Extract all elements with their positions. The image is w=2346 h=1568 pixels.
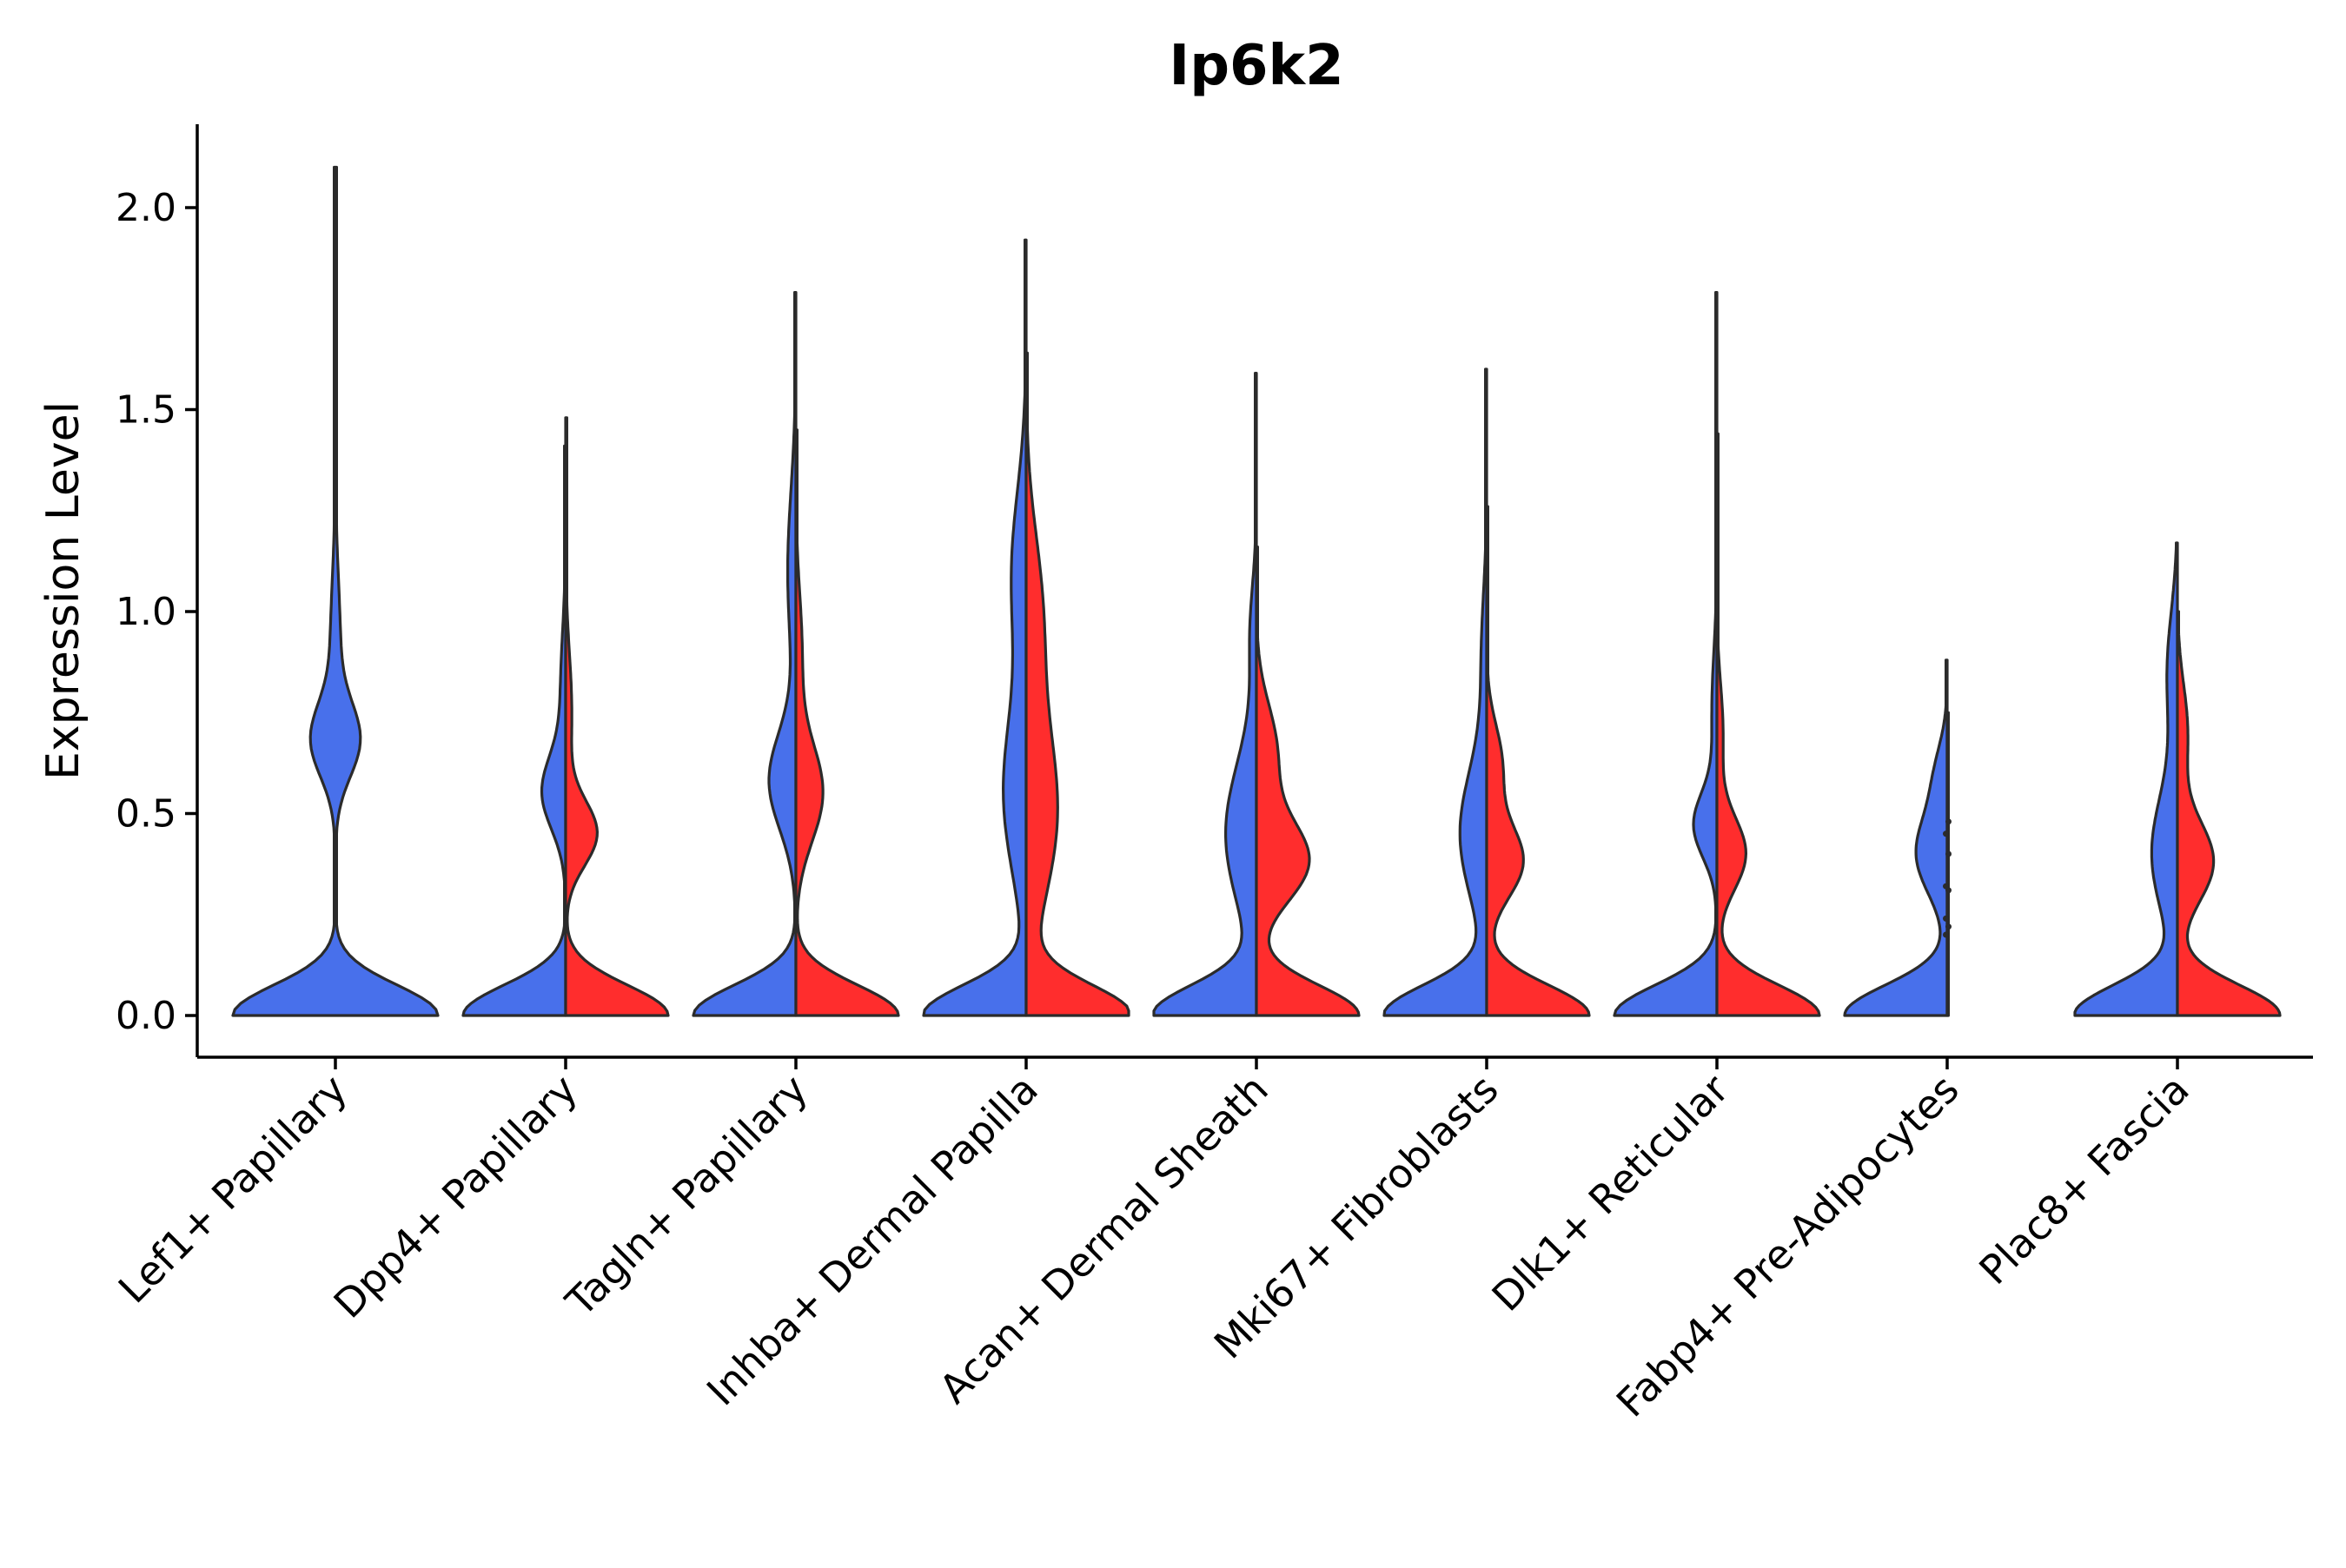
y-tick-label: 0.0 xyxy=(116,994,176,1038)
violins-group xyxy=(231,165,2282,1017)
violin-left-4 xyxy=(1152,372,1258,1017)
jitter-point xyxy=(1945,850,1952,857)
y-tick-label: 1.0 xyxy=(116,590,176,634)
jitter-point xyxy=(1943,883,1949,890)
x-tick-label: Tagln+ Papillary xyxy=(556,1066,817,1327)
violin-right-8 xyxy=(2176,610,2282,1017)
chart-title: Ip6k2 xyxy=(1169,34,1343,98)
jitter-point xyxy=(1943,830,1949,837)
violin-left-3 xyxy=(922,238,1028,1017)
violin-right-6 xyxy=(1715,432,1821,1017)
violin-left-8 xyxy=(2073,541,2179,1017)
violin-full-0 xyxy=(231,165,440,1017)
violin-left-2 xyxy=(692,291,798,1017)
violin-left-5 xyxy=(1382,367,1488,1017)
jitter-point xyxy=(1943,931,1949,938)
violin-left-6 xyxy=(1613,291,1719,1017)
violin-right-1 xyxy=(564,416,670,1017)
y-axis: 0.0 0.5 1.0 1.5 2.0 xyxy=(116,124,199,1057)
violin-right-7 xyxy=(1945,711,1950,1017)
violin-right-5 xyxy=(1485,505,1591,1017)
jitter-point xyxy=(1943,915,1949,922)
y-tick-label: 2.0 xyxy=(116,186,176,230)
x-tick-label: Dpp4+ Papillary xyxy=(325,1066,586,1327)
jitter-point xyxy=(1945,923,1952,930)
y-tick-label: 1.5 xyxy=(116,388,176,433)
violin-right-3 xyxy=(1024,351,1130,1017)
y-tick-label: 0.5 xyxy=(116,792,176,837)
jitter-point xyxy=(1945,818,1952,825)
violin-right-2 xyxy=(794,428,900,1017)
y-axis-label: Expression Level xyxy=(37,401,89,780)
x-tick-label: Lef1+ Papillary xyxy=(109,1066,356,1313)
x-tick-label: Dlk1+ Reticular xyxy=(1483,1066,1738,1320)
violin-left-1 xyxy=(461,444,567,1017)
x-tick-label: Plac8+ Fascia xyxy=(1970,1066,2197,1293)
violin-left-7 xyxy=(1843,658,1949,1017)
violin-right-4 xyxy=(1255,546,1361,1017)
